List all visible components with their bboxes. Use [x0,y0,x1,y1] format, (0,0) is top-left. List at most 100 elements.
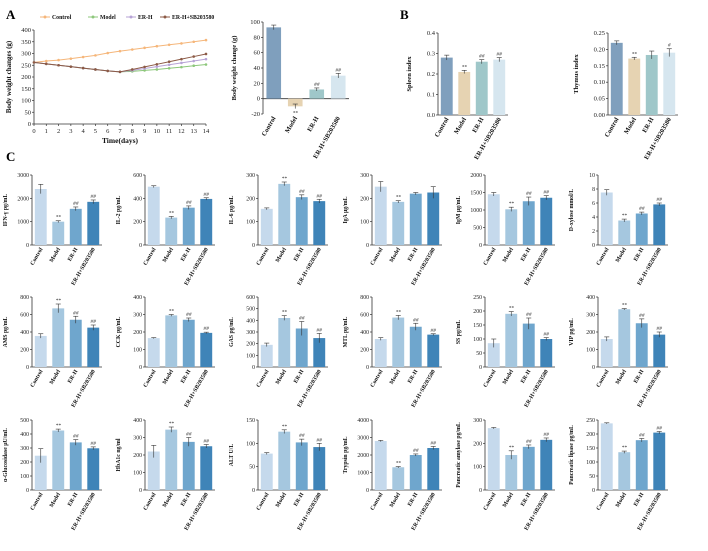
y-tick-label: 300 [360,173,369,179]
bar-c6-0 [600,192,613,245]
significance-mark: ## [204,326,210,332]
y-axis-label: Spleen index [406,56,413,92]
bar-c6-1 [618,220,631,245]
bar-c16-3 [427,448,440,490]
panel-label-a: A [6,7,16,22]
x-tick-label: ER-H [306,116,320,134]
bar-a2-3 [330,75,346,99]
significance-mark: ## [639,206,645,212]
bar-a2-2 [309,89,325,99]
y-tick-label: 100 [586,348,595,354]
x-tick-label: Control [256,492,271,512]
significance-mark: ** [622,303,628,309]
significance-mark: ## [317,437,323,443]
data-point [167,63,171,67]
y-tick-label: 2000 [17,196,29,202]
bar-c18-0 [600,423,613,490]
y-tick-label: 0.15 [594,63,605,70]
y-axis-label: HbA1c ng/ml [116,438,122,471]
significance-mark: ## [317,327,323,333]
x-tick-label: Control [30,369,45,389]
bar-b2-3 [663,52,676,115]
significance-mark: ## [204,439,210,445]
bar-c11-1 [505,313,518,367]
y-tick-label: 0.25 [594,30,605,37]
x-tick-label: 4 [82,128,86,135]
bar-c17-2 [522,446,535,490]
y-tick-label: 0 [366,243,369,249]
y-tick-label: 200 [360,196,369,202]
y-axis-label: SS pg/mL [456,320,462,344]
y-tick-label: 1000 [17,220,29,226]
x-axis-label: Time(days) [102,136,139,145]
y-tick-label: 0 [26,243,29,249]
y-axis-label: IL-2 pg/mL [116,195,122,224]
bar-c15-1 [278,431,291,490]
y-tick-label: 100 [133,471,142,477]
x-tick-label: ER-H [641,117,655,135]
data-point [44,62,48,66]
significance-mark: # [668,43,671,49]
x-tick-label: ER-H [67,247,80,263]
x-tick-label: Control [483,247,498,267]
bar-c5-2 [522,201,535,245]
y-tick-label: 300 [246,330,255,336]
y-tick-label: 200 [20,348,29,354]
x-tick-label: ER-H [293,492,306,508]
y-axis-label: IgM μg/mL [456,196,462,225]
x-tick-label: 3 [69,128,72,135]
y-tick-label: 0.10 [594,79,605,86]
significance-mark: ## [91,194,97,200]
significance-mark: ## [413,448,419,454]
x-tick-label: 2 [57,128,60,135]
bar-c16-2 [409,455,422,490]
x-tick-label: ER-H [407,247,420,263]
bar-b2-0 [610,42,623,116]
bar-c1-2 [69,208,82,245]
x-tick-label: Model [502,492,515,509]
data-point [204,57,208,61]
bar-c17-0 [487,428,500,490]
data-point [204,63,208,66]
bar-c4-2 [409,193,422,245]
significance-mark: ** [509,201,515,207]
x-tick-label: ER-H [520,247,533,263]
y-tick-label: 100 [473,337,482,343]
chart-c8: 0 100 200 300 400 CCK pg/mL Control ** Model ## ER… [116,295,215,409]
bar-c10-1 [392,317,405,367]
x-tick-label: ER-H [293,369,306,385]
x-tick-label: ER-H [407,492,420,508]
y-tick-label: 300 [20,446,29,452]
y-tick-label: 200 [586,432,595,438]
significance-mark: ## [73,434,79,440]
significance-mark: ** [509,445,515,451]
x-tick-label: Control [256,369,271,389]
y-axis-label: Pancreatic amylase pg/mL [456,422,462,488]
data-point [155,65,159,68]
y-tick-label: 0 [252,488,255,494]
y-tick-label: -20 [251,111,260,118]
significance-mark: ## [299,433,305,439]
significance-mark: ** [169,210,175,216]
significance-mark: ** [396,461,402,467]
x-tick-label: 10 [154,128,161,135]
x-tick-label: Control [143,369,158,389]
bar-c12-2 [635,323,648,367]
data-point [180,42,183,45]
y-tick-label: 200 [473,309,482,315]
chart-c1: 0 1000 2000 3000 IFN-γ pg/mL Control ** Model ##… [3,173,102,287]
data-point [81,55,85,59]
significance-mark: ** [282,176,288,182]
x-tick-label: Model [275,247,288,264]
y-tick-label: 60 [254,50,261,57]
y-tick-label: 800 [360,295,369,301]
x-tick-label: Control [596,369,611,389]
significance-mark: ## [526,312,532,318]
chart-c9: 0 100 200 300 400 500 600 GAS pg/mL Control ** Mod… [229,295,328,409]
bar-c10-2 [409,326,422,367]
x-tick-label: ER-H [67,492,80,508]
data-point [192,59,196,63]
x-tick-label: 13 [190,128,197,135]
bar-c13-0 [34,455,47,490]
